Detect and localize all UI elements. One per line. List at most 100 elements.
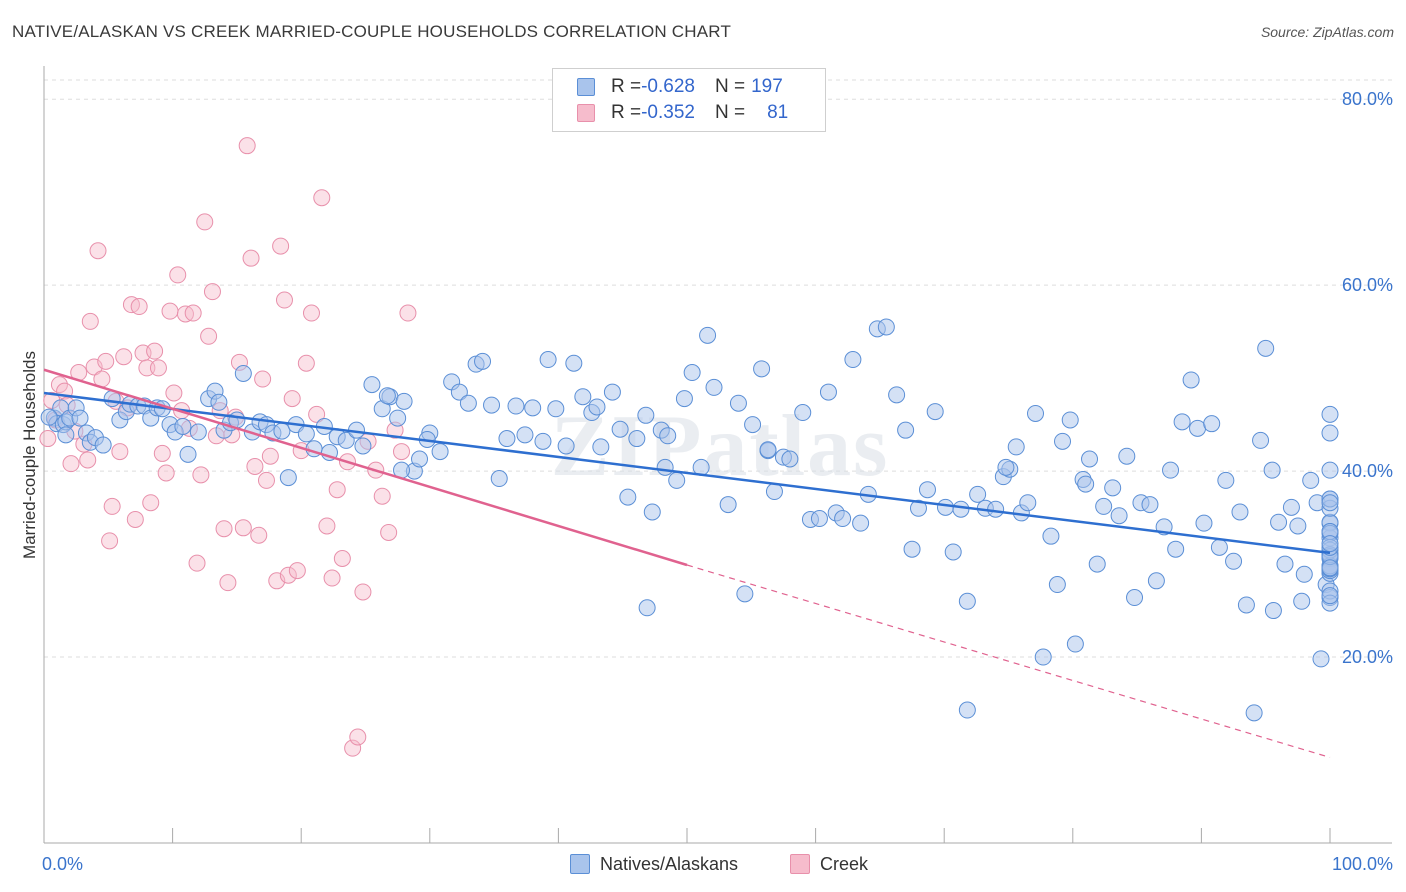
creek-point xyxy=(250,526,268,544)
creek-point xyxy=(184,304,202,322)
natives-point xyxy=(638,599,656,617)
natives-point xyxy=(611,420,629,438)
creek-point xyxy=(101,532,119,550)
natives-point xyxy=(753,360,771,378)
natives-point xyxy=(395,392,413,410)
creek-point xyxy=(254,370,272,388)
natives-point xyxy=(1312,650,1330,668)
creek-point xyxy=(103,497,121,515)
creek-point xyxy=(380,523,398,541)
creek-point xyxy=(323,569,341,587)
natives-point xyxy=(1237,596,1255,614)
natives-point xyxy=(1321,587,1339,605)
natives-legend-swatch xyxy=(570,854,590,874)
natives-point xyxy=(926,403,944,421)
natives-point xyxy=(516,426,534,444)
natives-point xyxy=(637,406,655,424)
r-label: R = xyxy=(611,102,642,123)
natives-point xyxy=(765,483,783,501)
creek-point xyxy=(196,213,214,231)
natives-point xyxy=(1257,339,1275,357)
natives-point xyxy=(94,436,112,454)
creek-point xyxy=(349,728,367,746)
creek-legend-label: Creek xyxy=(820,853,869,874)
r-value-natives: -0.628 xyxy=(641,76,695,97)
natives-point xyxy=(997,458,1015,476)
natives-point xyxy=(389,409,407,427)
natives-point xyxy=(1019,494,1037,512)
natives-point xyxy=(507,397,525,415)
natives-point xyxy=(1302,471,1320,489)
natives-point xyxy=(189,423,207,441)
natives-point xyxy=(603,383,621,401)
creek-point xyxy=(62,455,80,473)
natives-point xyxy=(179,445,197,463)
natives-series xyxy=(40,318,1339,722)
source-label: Source: ZipAtlas.com xyxy=(1260,24,1394,40)
natives-point xyxy=(1210,538,1228,556)
natives-point xyxy=(668,471,686,489)
creek-point xyxy=(126,510,144,528)
natives-point xyxy=(40,408,58,426)
natives-point xyxy=(1034,648,1052,666)
natives-point xyxy=(574,388,592,406)
creek-point xyxy=(200,327,218,345)
natives-point xyxy=(363,376,381,394)
natives-point xyxy=(273,422,291,440)
n-value-natives: 197 xyxy=(751,76,783,97)
natives-point xyxy=(1054,432,1072,450)
natives-point xyxy=(909,499,927,517)
natives-point xyxy=(958,592,976,610)
natives-point xyxy=(1066,635,1084,653)
creek-point xyxy=(161,302,179,320)
natives-point xyxy=(1263,461,1281,479)
creek-point xyxy=(393,443,411,461)
creek-point xyxy=(354,583,372,601)
creek-point xyxy=(188,554,206,572)
natives-point xyxy=(1321,559,1339,577)
natives-point xyxy=(744,416,762,434)
legend-row-natives: R = -0.628 N = 197 xyxy=(577,75,783,99)
natives-point xyxy=(1118,447,1136,465)
natives-point xyxy=(1095,497,1113,515)
creek-point xyxy=(153,444,171,462)
natives-point xyxy=(1027,404,1045,422)
y-tick-label: 80.0% xyxy=(1342,89,1393,109)
creek-point xyxy=(89,242,107,260)
natives-point xyxy=(1147,572,1165,590)
natives-point xyxy=(1321,535,1339,553)
natives-point xyxy=(234,364,252,382)
natives-point xyxy=(958,701,976,719)
natives-point xyxy=(210,393,228,411)
natives-point xyxy=(944,543,962,561)
n-label: N = xyxy=(714,102,746,123)
n-value-creek: 81 xyxy=(767,102,789,123)
creek-point xyxy=(234,519,252,537)
creek-point xyxy=(81,312,99,330)
natives-point xyxy=(987,500,1005,518)
creek-point xyxy=(39,430,57,448)
x-tick-label: 0.0% xyxy=(42,854,83,874)
natives-point xyxy=(1167,540,1185,558)
natives-point xyxy=(588,398,606,416)
y-tick-label: 40.0% xyxy=(1342,461,1393,481)
creek-point xyxy=(344,739,362,757)
natives-point xyxy=(1203,415,1221,433)
y-tick-labels: 20.0% 40.0% 60.0% 80.0% xyxy=(1342,89,1393,667)
creek-point xyxy=(138,359,156,377)
creek-point xyxy=(318,517,336,535)
creek-point xyxy=(192,466,210,484)
natives-point xyxy=(1321,494,1339,512)
natives-point xyxy=(459,394,477,412)
natives-point xyxy=(279,469,297,487)
natives-point xyxy=(450,383,468,401)
creek-point xyxy=(373,487,391,505)
x-tick-label: 100.0% xyxy=(1332,854,1393,874)
creek-point xyxy=(288,562,306,580)
natives-point xyxy=(557,437,575,455)
natives-point xyxy=(1077,475,1095,493)
natives-point xyxy=(57,426,75,444)
natives-point xyxy=(483,396,501,414)
natives-point xyxy=(952,500,970,518)
natives-point xyxy=(431,443,449,461)
